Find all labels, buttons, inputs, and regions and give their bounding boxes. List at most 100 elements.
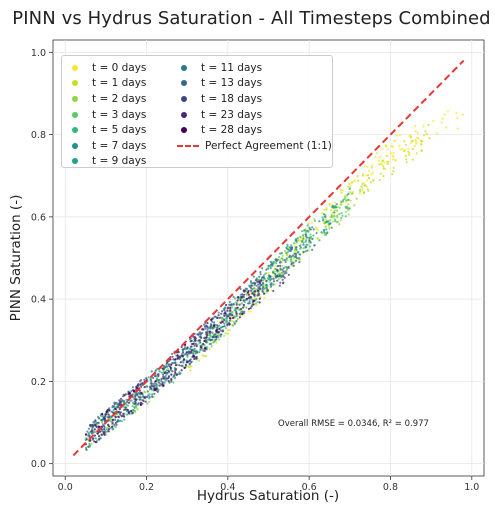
data-point bbox=[299, 253, 302, 256]
data-point bbox=[126, 408, 129, 412]
data-point bbox=[290, 258, 293, 261]
data-point bbox=[205, 331, 208, 334]
data-point bbox=[93, 430, 96, 433]
data-point bbox=[108, 416, 111, 419]
data-point bbox=[287, 273, 290, 276]
data-point bbox=[165, 377, 168, 380]
data-point bbox=[315, 231, 318, 235]
data-point bbox=[116, 420, 119, 423]
data-point bbox=[193, 350, 196, 353]
data-point bbox=[252, 299, 255, 302]
data-point bbox=[261, 267, 264, 270]
data-point bbox=[279, 264, 282, 267]
legend-label: t = 13 days bbox=[201, 77, 263, 90]
data-point bbox=[414, 125, 417, 128]
data-point bbox=[254, 279, 257, 282]
data-point bbox=[336, 220, 339, 223]
data-point bbox=[333, 209, 337, 212]
data-point bbox=[200, 336, 203, 339]
data-point bbox=[245, 306, 248, 309]
data-point bbox=[328, 203, 331, 206]
legend-item: t = 0 days bbox=[68, 60, 146, 76]
data-point bbox=[132, 401, 135, 404]
data-point bbox=[403, 140, 406, 143]
data-point bbox=[196, 333, 199, 336]
data-point bbox=[114, 421, 117, 425]
data-point bbox=[272, 280, 276, 283]
data-point bbox=[321, 216, 324, 219]
data-point bbox=[195, 356, 198, 359]
data-point bbox=[134, 395, 137, 398]
data-point bbox=[361, 187, 364, 190]
data-point bbox=[331, 211, 334, 214]
data-point bbox=[256, 289, 259, 292]
data-point bbox=[149, 386, 152, 389]
data-point bbox=[106, 416, 109, 419]
data-point bbox=[219, 335, 222, 338]
data-point bbox=[370, 172, 373, 176]
data-point bbox=[323, 215, 326, 218]
data-point bbox=[358, 192, 361, 195]
data-point bbox=[107, 430, 110, 433]
data-point bbox=[398, 144, 401, 147]
data-point bbox=[139, 379, 143, 382]
data-point bbox=[203, 323, 206, 326]
data-point bbox=[339, 219, 342, 222]
data-point bbox=[139, 403, 142, 406]
legend-label: t = 7 days bbox=[92, 139, 147, 152]
data-point bbox=[231, 324, 234, 327]
data-point bbox=[386, 154, 389, 157]
data-point bbox=[90, 442, 93, 445]
data-point bbox=[133, 402, 136, 405]
data-point bbox=[280, 257, 283, 260]
data-point bbox=[269, 260, 272, 263]
data-point bbox=[139, 401, 142, 404]
data-point bbox=[284, 260, 287, 264]
data-point bbox=[268, 280, 271, 283]
data-point bbox=[325, 208, 328, 211]
y-tick-label: 0.0 bbox=[31, 459, 46, 470]
data-point bbox=[215, 341, 218, 344]
data-point bbox=[143, 386, 146, 389]
data-point bbox=[150, 380, 153, 383]
data-point bbox=[241, 314, 244, 317]
data-point bbox=[178, 364, 181, 367]
data-point bbox=[166, 377, 169, 380]
data-point bbox=[220, 312, 223, 315]
data-point bbox=[220, 326, 223, 329]
data-point bbox=[358, 190, 362, 193]
data-point bbox=[285, 246, 288, 249]
data-point bbox=[231, 311, 234, 314]
data-point bbox=[212, 324, 216, 327]
data-point bbox=[151, 393, 154, 396]
data-point bbox=[192, 342, 195, 345]
data-point bbox=[278, 261, 282, 264]
data-point bbox=[174, 364, 177, 367]
data-point bbox=[249, 292, 252, 295]
data-point bbox=[229, 304, 232, 307]
data-point bbox=[108, 425, 111, 428]
data-point bbox=[401, 148, 404, 151]
legend-column-2: t = 11 days t = 13 days t = 18 days t = … bbox=[177, 60, 332, 154]
data-point bbox=[167, 380, 170, 383]
data-point bbox=[209, 334, 212, 337]
data-point bbox=[163, 366, 166, 369]
data-point bbox=[404, 143, 407, 146]
data-point bbox=[203, 336, 206, 340]
data-point bbox=[208, 332, 211, 335]
data-point bbox=[85, 433, 88, 436]
legend-item: t = 28 days bbox=[177, 122, 332, 138]
data-point bbox=[320, 212, 323, 215]
data-point bbox=[379, 172, 382, 175]
data-point bbox=[249, 310, 252, 313]
data-point bbox=[105, 428, 108, 431]
data-point bbox=[307, 222, 310, 225]
data-point bbox=[193, 347, 196, 350]
data-point bbox=[283, 249, 286, 252]
data-point bbox=[374, 156, 377, 159]
data-point bbox=[223, 319, 226, 322]
data-point bbox=[247, 291, 250, 294]
data-point bbox=[140, 391, 143, 394]
data-point bbox=[425, 132, 428, 135]
data-point bbox=[391, 173, 394, 176]
